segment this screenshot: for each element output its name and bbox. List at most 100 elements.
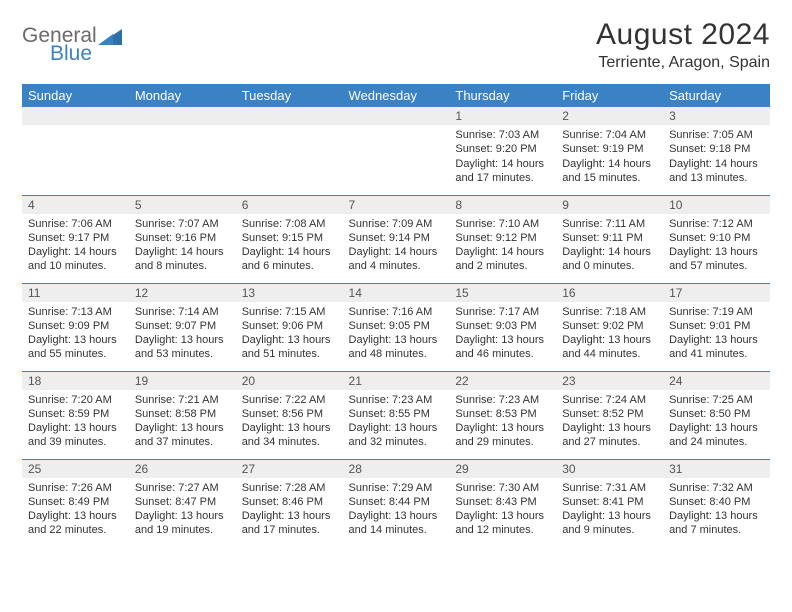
sunset-text: Sunset: 9:09 PM	[28, 319, 123, 333]
sunrise-text: Sunrise: 7:30 AM	[455, 481, 550, 495]
daylight-text: Daylight: 13 hours and 17 minutes.	[242, 509, 337, 538]
day-number: 10	[663, 196, 770, 214]
calendar-week-row: 25Sunrise: 7:26 AMSunset: 8:49 PMDayligh…	[22, 459, 770, 547]
calendar-day-cell	[129, 107, 236, 195]
calendar-day-cell: 18Sunrise: 7:20 AMSunset: 8:59 PMDayligh…	[22, 371, 129, 459]
sunrise-text: Sunrise: 7:08 AM	[242, 217, 337, 231]
calendar-week-row: 1Sunrise: 7:03 AMSunset: 9:20 PMDaylight…	[22, 107, 770, 195]
calendar-day-cell: 11Sunrise: 7:13 AMSunset: 9:09 PMDayligh…	[22, 283, 129, 371]
sunrise-text: Sunrise: 7:12 AM	[669, 217, 764, 231]
day-number	[343, 107, 450, 125]
sunset-text: Sunset: 9:01 PM	[669, 319, 764, 333]
sunrise-text: Sunrise: 7:25 AM	[669, 393, 764, 407]
daylight-text: Daylight: 13 hours and 37 minutes.	[135, 421, 230, 450]
sunrise-text: Sunrise: 7:05 AM	[669, 128, 764, 142]
day-details: Sunrise: 7:26 AMSunset: 8:49 PMDaylight:…	[22, 478, 129, 542]
daylight-text: Daylight: 13 hours and 34 minutes.	[242, 421, 337, 450]
day-details: Sunrise: 7:20 AMSunset: 8:59 PMDaylight:…	[22, 390, 129, 454]
sunrise-text: Sunrise: 7:15 AM	[242, 305, 337, 319]
day-details: Sunrise: 7:09 AMSunset: 9:14 PMDaylight:…	[343, 214, 450, 278]
brand-part2: Blue	[22, 42, 122, 66]
day-number: 19	[129, 372, 236, 390]
daylight-text: Daylight: 14 hours and 6 minutes.	[242, 245, 337, 274]
day-number	[129, 107, 236, 125]
day-number: 15	[449, 284, 556, 302]
sunrise-text: Sunrise: 7:20 AM	[28, 393, 123, 407]
daylight-text: Daylight: 14 hours and 0 minutes.	[562, 245, 657, 274]
day-details: Sunrise: 7:06 AMSunset: 9:17 PMDaylight:…	[22, 214, 129, 278]
sunset-text: Sunset: 8:59 PM	[28, 407, 123, 421]
day-details: Sunrise: 7:17 AMSunset: 9:03 PMDaylight:…	[449, 302, 556, 366]
sunrise-text: Sunrise: 7:10 AM	[455, 217, 550, 231]
calendar-week-row: 18Sunrise: 7:20 AMSunset: 8:59 PMDayligh…	[22, 371, 770, 459]
sunset-text: Sunset: 9:18 PM	[669, 142, 764, 156]
day-details: Sunrise: 7:25 AMSunset: 8:50 PMDaylight:…	[663, 390, 770, 454]
weekday-header: Wednesday	[343, 84, 450, 107]
weekday-header: Friday	[556, 84, 663, 107]
day-number: 17	[663, 284, 770, 302]
daylight-text: Daylight: 13 hours and 41 minutes.	[669, 333, 764, 362]
day-number: 25	[22, 460, 129, 478]
day-details: Sunrise: 7:08 AMSunset: 9:15 PMDaylight:…	[236, 214, 343, 278]
day-number: 23	[556, 372, 663, 390]
daylight-text: Daylight: 13 hours and 48 minutes.	[349, 333, 444, 362]
daylight-text: Daylight: 13 hours and 46 minutes.	[455, 333, 550, 362]
sunset-text: Sunset: 8:56 PM	[242, 407, 337, 421]
day-details: Sunrise: 7:07 AMSunset: 9:16 PMDaylight:…	[129, 214, 236, 278]
calendar-day-cell	[22, 107, 129, 195]
day-number: 30	[556, 460, 663, 478]
calendar-week-row: 11Sunrise: 7:13 AMSunset: 9:09 PMDayligh…	[22, 283, 770, 371]
sunset-text: Sunset: 8:55 PM	[349, 407, 444, 421]
daylight-text: Daylight: 13 hours and 39 minutes.	[28, 421, 123, 450]
day-number: 8	[449, 196, 556, 214]
day-number: 26	[129, 460, 236, 478]
day-details: Sunrise: 7:13 AMSunset: 9:09 PMDaylight:…	[22, 302, 129, 366]
calendar-day-cell: 20Sunrise: 7:22 AMSunset: 8:56 PMDayligh…	[236, 371, 343, 459]
daylight-text: Daylight: 14 hours and 4 minutes.	[349, 245, 444, 274]
sunset-text: Sunset: 9:06 PM	[242, 319, 337, 333]
daylight-text: Daylight: 13 hours and 32 minutes.	[349, 421, 444, 450]
day-number: 18	[22, 372, 129, 390]
sunset-text: Sunset: 9:03 PM	[455, 319, 550, 333]
sunrise-text: Sunrise: 7:06 AM	[28, 217, 123, 231]
sunset-text: Sunset: 8:53 PM	[455, 407, 550, 421]
day-number: 16	[556, 284, 663, 302]
calendar-day-cell: 30Sunrise: 7:31 AMSunset: 8:41 PMDayligh…	[556, 459, 663, 547]
daylight-text: Daylight: 13 hours and 14 minutes.	[349, 509, 444, 538]
sunset-text: Sunset: 9:10 PM	[669, 231, 764, 245]
daylight-text: Daylight: 13 hours and 51 minutes.	[242, 333, 337, 362]
day-details: Sunrise: 7:11 AMSunset: 9:11 PMDaylight:…	[556, 214, 663, 278]
daylight-text: Daylight: 13 hours and 24 minutes.	[669, 421, 764, 450]
sunrise-text: Sunrise: 7:14 AM	[135, 305, 230, 319]
day-number: 9	[556, 196, 663, 214]
sunrise-text: Sunrise: 7:13 AM	[28, 305, 123, 319]
sunset-text: Sunset: 8:50 PM	[669, 407, 764, 421]
sunset-text: Sunset: 8:47 PM	[135, 495, 230, 509]
calendar-day-cell: 10Sunrise: 7:12 AMSunset: 9:10 PMDayligh…	[663, 195, 770, 283]
calendar-day-cell: 23Sunrise: 7:24 AMSunset: 8:52 PMDayligh…	[556, 371, 663, 459]
calendar-day-cell: 12Sunrise: 7:14 AMSunset: 9:07 PMDayligh…	[129, 283, 236, 371]
daylight-text: Daylight: 13 hours and 7 minutes.	[669, 509, 764, 538]
sunset-text: Sunset: 8:44 PM	[349, 495, 444, 509]
day-details: Sunrise: 7:23 AMSunset: 8:53 PMDaylight:…	[449, 390, 556, 454]
day-number: 5	[129, 196, 236, 214]
brand-logo: GeneralBlue	[22, 18, 122, 66]
sunset-text: Sunset: 9:05 PM	[349, 319, 444, 333]
sunrise-text: Sunrise: 7:21 AM	[135, 393, 230, 407]
calendar-day-cell: 26Sunrise: 7:27 AMSunset: 8:47 PMDayligh…	[129, 459, 236, 547]
daylight-text: Daylight: 14 hours and 8 minutes.	[135, 245, 230, 274]
day-number	[236, 107, 343, 125]
title-block: August 2024 Terriente, Aragon, Spain	[596, 18, 770, 72]
sunset-text: Sunset: 9:07 PM	[135, 319, 230, 333]
page-header: GeneralBlue August 2024 Terriente, Arago…	[22, 18, 770, 72]
sunset-text: Sunset: 8:52 PM	[562, 407, 657, 421]
calendar-day-cell: 27Sunrise: 7:28 AMSunset: 8:46 PMDayligh…	[236, 459, 343, 547]
day-details: Sunrise: 7:24 AMSunset: 8:52 PMDaylight:…	[556, 390, 663, 454]
day-details: Sunrise: 7:14 AMSunset: 9:07 PMDaylight:…	[129, 302, 236, 366]
sunset-text: Sunset: 9:14 PM	[349, 231, 444, 245]
calendar-day-cell: 28Sunrise: 7:29 AMSunset: 8:44 PMDayligh…	[343, 459, 450, 547]
day-number: 7	[343, 196, 450, 214]
sunrise-text: Sunrise: 7:16 AM	[349, 305, 444, 319]
sunset-text: Sunset: 9:20 PM	[455, 142, 550, 156]
sunrise-text: Sunrise: 7:26 AM	[28, 481, 123, 495]
